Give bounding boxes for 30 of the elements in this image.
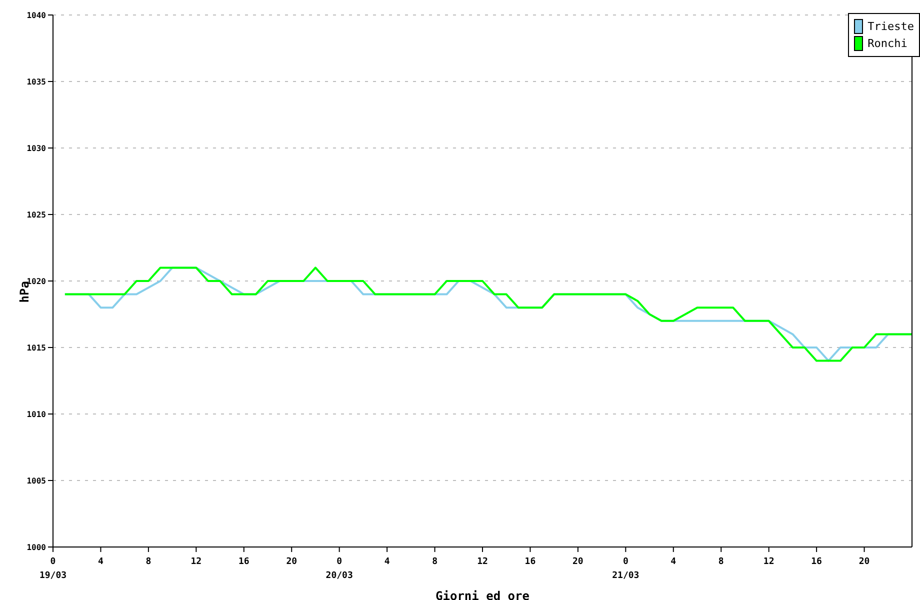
x-tick-label: 0 21/03 — [612, 557, 640, 581]
x-tick-label: 8 — [432, 557, 438, 567]
line-series — [64, 266, 912, 362]
y-tick-label: 1010 — [26, 410, 46, 419]
x-tick-label: 0 20/03 — [326, 557, 353, 581]
y-tick-label: 1040 — [26, 10, 46, 20]
x-tick-label: 4 — [670, 557, 677, 567]
y-tick-label: 1000 — [26, 542, 46, 552]
x-tick-label: 20 — [572, 557, 584, 567]
x-tick-label: 12 — [763, 557, 774, 567]
x-axis-title: Giorni ed ore — [436, 589, 530, 600]
x-tick-label: 20 — [858, 557, 870, 567]
x-tick-label: 0 19/03 — [39, 557, 67, 581]
legend-label: Ronchi — [868, 37, 908, 50]
y-tick-label: 1025 — [26, 210, 46, 220]
x-tick-label: 16 — [238, 557, 250, 567]
x-tick-label: 12 — [190, 557, 202, 567]
x-tick-label: 16 — [524, 557, 536, 567]
y-tick-label: 1015 — [26, 343, 46, 352]
x-tick-label: 16 — [811, 557, 822, 567]
x-tick-label: 12 — [477, 557, 488, 567]
x-tick-label: 4 — [98, 557, 104, 567]
x-tick-label: 8 — [718, 557, 724, 567]
x-tick-label: 8 — [146, 557, 152, 567]
legend-label: Trieste — [868, 20, 914, 33]
y-tick-label: 1030 — [26, 144, 46, 153]
y-tick-label: 1035 — [26, 77, 46, 86]
x-tick-label: 20 — [286, 557, 298, 567]
y-tick-label: 1005 — [26, 476, 46, 486]
x-tick-label: 4 — [384, 557, 390, 567]
